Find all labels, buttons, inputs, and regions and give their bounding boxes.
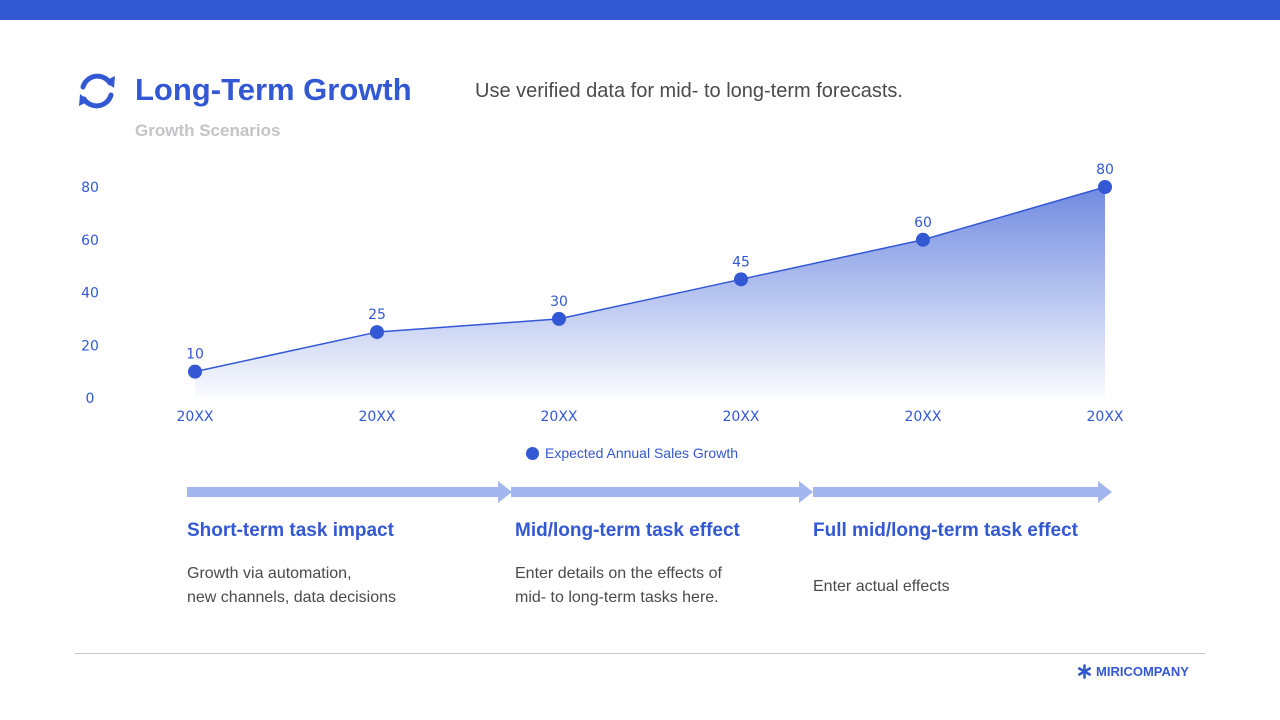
legend-marker — [526, 446, 539, 460]
chart-legend: Expected Annual Sales Growth — [526, 445, 738, 461]
data-point — [370, 325, 384, 340]
brand-logo: MIRICOMPANY — [1077, 664, 1189, 679]
y-tick-label: 40 — [81, 286, 99, 302]
phase-title-mid-term: Mid/long-term task effect — [515, 520, 740, 541]
x-tick-label: 20XX — [905, 409, 942, 425]
top-accent-bar — [0, 0, 1280, 20]
x-tick-label: 20XX — [359, 409, 396, 425]
data-point — [552, 311, 566, 326]
phase-description-short-term: Growth via automation, new channels, dat… — [187, 565, 397, 606]
series-area — [195, 187, 1105, 398]
data-label: 25 — [368, 307, 386, 323]
y-tick-label: 20 — [81, 338, 99, 354]
y-tick-label: 80 — [81, 180, 99, 196]
x-tick-label: 20XX — [1087, 409, 1124, 425]
data-label: 10 — [186, 347, 204, 363]
growth-area-chart: 0 20 40 60 80 10 20XX 25 20XX 30 20XX 45 20XX 60 20XX 8… — [81, 162, 1124, 425]
data-point — [916, 232, 930, 247]
data-point — [734, 272, 748, 287]
phase-arrow-short-term — [187, 481, 512, 503]
phase-title-full-effect: Full mid/long-term task effect — [813, 520, 1078, 541]
data-label: 30 — [550, 294, 568, 310]
legend-label: Expected Annual Sales Growth — [545, 445, 739, 461]
phase-title-short-term: Short-term task impact — [187, 520, 394, 541]
data-point — [188, 364, 202, 379]
phase-description-mid-term: Enter details on the effects of mid- to … — [515, 565, 722, 606]
brand-name: MIRICOMPANY — [1096, 664, 1189, 679]
phase-description-full-effect: Enter actual effects — [813, 578, 950, 595]
x-tick-label: 20XX — [723, 409, 760, 425]
data-label: 60 — [914, 215, 932, 231]
x-tick-label: 20XX — [177, 409, 214, 425]
page-title: Long-Term Growth — [135, 72, 412, 107]
y-tick-label: 60 — [81, 233, 99, 249]
refresh-icon — [79, 73, 115, 109]
data-label: 45 — [732, 254, 750, 270]
x-tick-label: 20XX — [541, 409, 578, 425]
footer-divider — [75, 653, 1205, 654]
data-label: 80 — [1096, 162, 1114, 178]
page-tagline: Use verified data for mid- to long-term … — [475, 80, 903, 102]
y-tick-label: 0 — [86, 391, 95, 407]
asterisk-logo-icon — [1077, 664, 1091, 679]
series-line — [194, 186, 1106, 373]
data-point — [1098, 180, 1112, 194]
page-subtitle: Growth Scenarios — [135, 121, 281, 140]
phase-arrow-mid-term — [511, 481, 813, 503]
phase-arrow-full-effect — [813, 481, 1112, 503]
